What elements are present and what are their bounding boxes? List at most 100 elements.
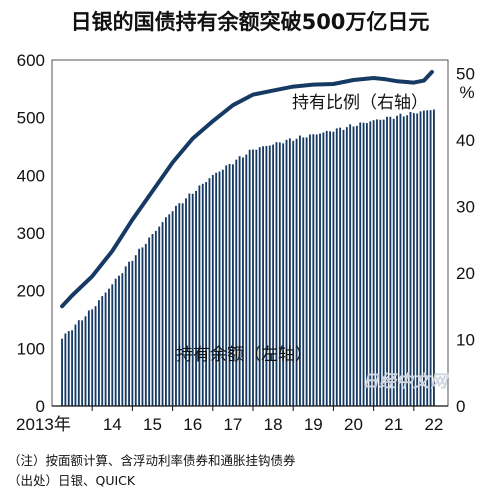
bar — [362, 122, 365, 406]
bar — [416, 113, 419, 406]
bar — [144, 243, 147, 406]
left-tick-label: 600 — [17, 51, 45, 70]
left-tick-label: 500 — [17, 109, 45, 128]
bar — [342, 129, 345, 406]
right-tick-label: 10 — [456, 330, 475, 349]
bar — [77, 320, 80, 406]
bar — [205, 182, 208, 406]
bar — [366, 123, 368, 406]
bar — [104, 292, 107, 406]
bar — [168, 214, 171, 406]
bar — [211, 174, 214, 406]
bar-series-label: 持有余额（左轴） — [176, 345, 312, 365]
bar — [319, 133, 321, 406]
bar — [64, 333, 67, 406]
bar — [114, 278, 117, 406]
bar — [238, 156, 241, 406]
bar — [191, 193, 194, 406]
bar — [285, 139, 288, 406]
bar — [242, 157, 244, 406]
bar — [118, 275, 120, 406]
bar — [419, 111, 422, 406]
bar — [108, 288, 110, 406]
bar — [255, 149, 258, 406]
line-series-label: 持有比例（右轴） — [292, 93, 428, 113]
x-tick-label: 17 — [223, 415, 242, 434]
bar — [305, 137, 308, 406]
bar — [406, 115, 409, 407]
bar — [87, 310, 90, 406]
bar — [372, 120, 375, 406]
bar — [141, 247, 144, 406]
bar — [376, 119, 378, 406]
footnote-source: （出处）日银、QUICK — [8, 473, 136, 488]
bar — [292, 140, 295, 407]
bar — [309, 134, 311, 407]
bar — [208, 178, 211, 406]
bar — [352, 126, 355, 406]
bar — [71, 330, 74, 406]
bar — [215, 172, 218, 406]
bar — [201, 183, 204, 406]
bar — [235, 159, 238, 406]
left-tick-label: 200 — [17, 282, 45, 301]
right-tick-label: 50 — [456, 64, 475, 83]
watermark: 日经中文网 — [362, 372, 450, 392]
bar — [195, 190, 197, 406]
bar — [158, 226, 161, 406]
bar — [322, 132, 325, 407]
right-axis-unit: % — [459, 83, 474, 102]
bar — [101, 296, 104, 406]
bar — [329, 131, 331, 406]
bar — [386, 116, 388, 406]
x-tick-label: 21 — [384, 415, 403, 434]
bar — [288, 138, 291, 407]
bar — [379, 119, 382, 407]
bar — [185, 198, 187, 406]
bar — [218, 171, 221, 406]
bar — [262, 146, 264, 406]
bar — [67, 331, 70, 406]
bar — [91, 309, 94, 406]
x-tick-label: 16 — [183, 415, 202, 434]
bar — [429, 110, 432, 406]
bar — [252, 149, 254, 407]
bar — [422, 110, 425, 406]
bar — [402, 116, 405, 406]
right-axis-ticks: 0 10 20 30 40 50 — [456, 64, 475, 416]
bar — [409, 111, 412, 407]
bar — [225, 165, 228, 406]
bar — [128, 261, 130, 406]
bar — [258, 147, 261, 406]
bar — [392, 118, 395, 406]
bar — [345, 127, 348, 406]
chart-title: 日银的国债持有余额突破500万亿日元 — [70, 10, 430, 34]
bar — [278, 142, 281, 406]
x-tick-label: 18 — [264, 415, 283, 434]
bar — [275, 142, 278, 407]
bar — [175, 205, 177, 406]
x-tick-label: 2013年 — [16, 415, 71, 434]
right-tick-label: 20 — [456, 264, 475, 283]
bar — [178, 203, 181, 406]
x-tick-label: 15 — [143, 415, 162, 434]
x-tick-label: 20 — [344, 415, 363, 434]
bar — [335, 128, 338, 406]
bar — [295, 138, 298, 406]
bar — [198, 185, 201, 406]
bar — [111, 284, 114, 406]
bar — [228, 163, 231, 406]
bar — [282, 143, 285, 406]
bar — [312, 134, 315, 406]
bar — [131, 260, 134, 406]
bar — [231, 164, 234, 406]
bar — [265, 145, 268, 406]
bar-series — [61, 109, 435, 407]
bar — [248, 149, 251, 406]
bar — [272, 144, 275, 406]
bar — [382, 119, 385, 406]
bar — [81, 320, 84, 406]
bar — [355, 125, 358, 406]
bar — [349, 124, 352, 406]
